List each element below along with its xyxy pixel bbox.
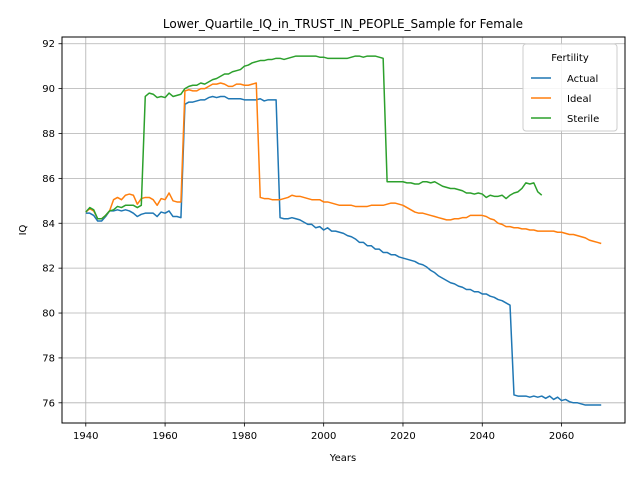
x-tick-label: 1980 <box>232 431 257 442</box>
y-tick-label: 82 <box>42 264 55 275</box>
x-axis-label: Years <box>329 453 356 464</box>
plot-frame <box>61 36 626 424</box>
legend-box <box>522 43 618 132</box>
y-tick-label: 86 <box>42 174 55 185</box>
y-tick-label: 90 <box>42 84 55 95</box>
y-tick-label: 88 <box>42 129 55 140</box>
x-tick-label: 2020 <box>390 431 415 442</box>
legend-label-sterile: Sterile <box>567 114 599 125</box>
y-tick-label: 84 <box>42 219 55 230</box>
x-tick-label: 1960 <box>152 431 177 442</box>
x-tick-label: 2060 <box>549 431 574 442</box>
y-tick-label: 78 <box>42 353 55 364</box>
legend-entries: Actual Ideal Sterile <box>531 74 599 125</box>
y-axis-ticks: 76 78 80 82 84 86 88 90 92 <box>42 39 62 409</box>
series-line-sterile <box>85 55 543 220</box>
grid <box>62 37 625 423</box>
series-line-ideal <box>85 82 602 245</box>
legend-label-ideal: Ideal <box>567 94 591 105</box>
x-tick-label: 1940 <box>73 431 98 442</box>
y-tick-label: 92 <box>42 39 55 50</box>
x-axis-ticks: 1940 1960 1980 2000 2020 2040 2060 <box>73 423 574 442</box>
legend-label-actual: Actual <box>567 74 598 85</box>
legend-title: Fertility <box>551 53 589 64</box>
legend: Fertility Actual Ideal Sterile <box>522 43 618 132</box>
y-tick-label: 80 <box>42 309 55 320</box>
series-lines <box>85 55 602 406</box>
x-tick-label: 2000 <box>311 431 336 442</box>
y-axis-label: IQ <box>18 224 29 235</box>
chart-title: Lower_Quartile_IQ_in_TRUST_IN_PEOPLE_Sam… <box>163 17 523 31</box>
series-line-actual <box>85 95 602 406</box>
x-tick-label: 2040 <box>470 431 495 442</box>
y-tick-label: 76 <box>42 398 55 409</box>
